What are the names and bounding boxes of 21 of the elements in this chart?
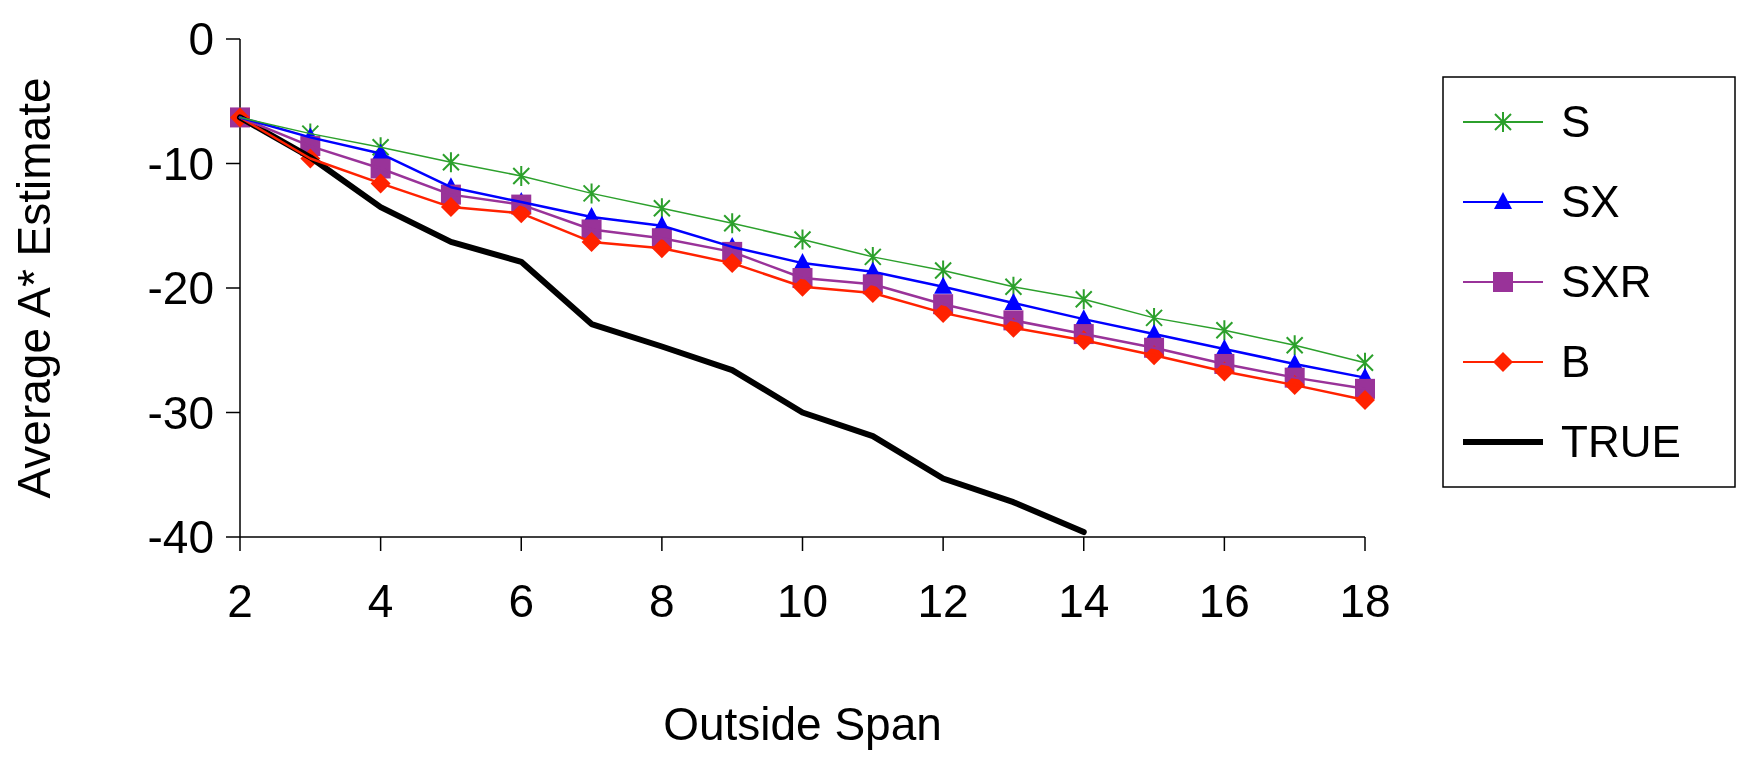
x-tick-label: 8 (649, 575, 675, 627)
x-axis-title: Outside Span (663, 698, 942, 750)
x-tick-label: 6 (508, 575, 535, 627)
y-tick-label: -20 (147, 262, 214, 315)
y-tick-label: -30 (147, 386, 214, 439)
legend-label: B (1561, 337, 1591, 387)
x-tick-label: 18 (1339, 575, 1391, 627)
legend-label: S (1561, 97, 1591, 147)
legend-label: TRUE (1561, 417, 1681, 467)
x-tick-label: 2 (227, 575, 253, 627)
legend-label: SXR (1561, 257, 1652, 307)
y-tick-label: 0 (188, 13, 214, 66)
x-tick-label: 10 (776, 575, 829, 627)
y-tick-label: -10 (147, 137, 214, 190)
legend-label: SX (1561, 177, 1620, 227)
y-axis-title: Average A* Estimate (8, 77, 60, 499)
x-tick-label: 4 (367, 575, 394, 627)
x-tick-label: 16 (1198, 575, 1250, 627)
x-tick-label: 14 (1058, 575, 1110, 627)
x-tick-label: 12 (917, 575, 969, 627)
y-tick-label: -40 (147, 511, 214, 564)
